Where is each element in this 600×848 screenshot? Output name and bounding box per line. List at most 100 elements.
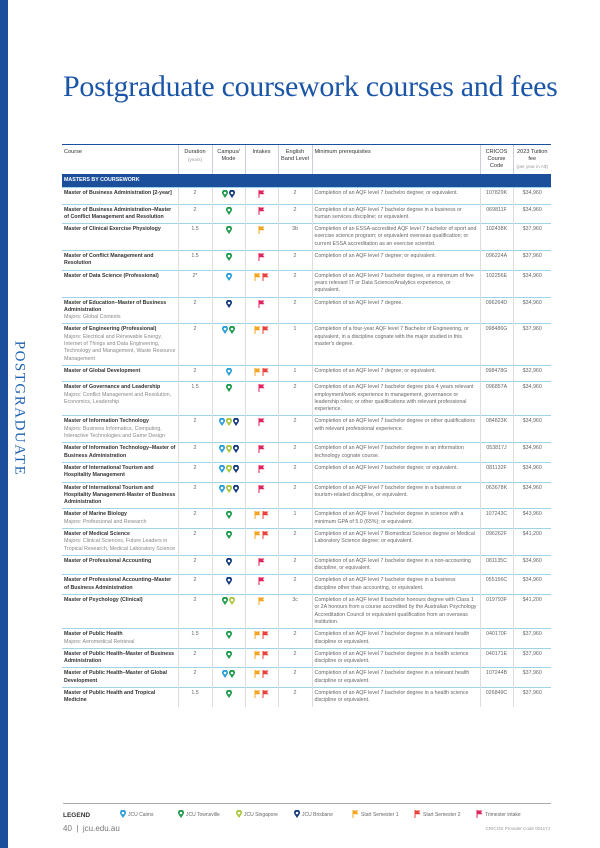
- prereq-cell: Completion of an AQF level 7 degree; or …: [311, 250, 480, 271]
- course-cell: Master of Professional Accounting–Master…: [62, 574, 178, 595]
- prereq-cell: Completion of an AQF level 7 bachelor de…: [311, 481, 480, 509]
- townsville-campus-pin-icon: [225, 383, 232, 395]
- duration: 1.5: [191, 226, 199, 233]
- cricos-code: 107244B: [485, 670, 508, 677]
- s2-intake-flag-icon: [262, 530, 269, 542]
- course-cell: Master of Public Health–Master of Busine…: [62, 647, 178, 668]
- cricos-code: 069811F: [486, 206, 507, 213]
- course-name: Master of International Tourism and Hosp…: [64, 484, 176, 506]
- s2-intake-flag-icon: [262, 367, 269, 379]
- english-cell: 2: [277, 481, 312, 509]
- tri-intake-flag-icon: [258, 299, 265, 311]
- cairns-campus-pin-icon: [218, 484, 225, 496]
- cricos-cell: 063678K: [479, 481, 513, 509]
- page-footer: 40 | jcu.edu.au: [63, 824, 120, 833]
- legend-item-tri: Trimester intake: [475, 810, 537, 820]
- cricos-cell: 053817J: [479, 442, 513, 463]
- intakes-cell: [244, 481, 278, 509]
- fee-cell: $34,960: [512, 415, 551, 443]
- section-side-label: POSTGRADUATE: [11, 340, 28, 477]
- duration-cell: 2: [177, 461, 212, 482]
- english-band: 2: [293, 631, 297, 638]
- tuition-fee: $34,960: [522, 299, 542, 306]
- course-cell: Master of Global Development: [62, 364, 178, 382]
- header-fee: 2023 Tuition fee (per year in A$): [512, 144, 551, 174]
- english-cell: 2: [277, 628, 312, 649]
- tri-intake-flag-icon: [258, 190, 265, 201]
- duration: 2: [193, 206, 197, 213]
- legend-label: Start Semester 2: [423, 812, 461, 818]
- prerequisites: Completion of an AQF level 7 bachelor de…: [314, 557, 471, 572]
- course-cell: Master of Governance and Leadership Major…: [62, 381, 178, 416]
- header-english: English Band Level: [277, 144, 312, 174]
- prereq-cell: Completion of an AQF level 7 bachelor de…: [311, 574, 480, 595]
- campus-cell: [211, 250, 245, 271]
- cricos-code: 107829K: [485, 190, 508, 197]
- singapore-campus-pin-icon: [225, 464, 232, 476]
- intakes-cell: [244, 323, 278, 366]
- intakes-cell: [244, 250, 278, 271]
- course-name: Master of Marine Biology: [64, 511, 127, 518]
- site-link[interactable]: jcu.edu.au: [82, 824, 120, 833]
- english-band: 2: [293, 445, 297, 452]
- course-cell: Master of Psychology (Clinical): [62, 594, 178, 629]
- prereq-cell: Completion of an AQF level 7 bachelor de…: [311, 415, 480, 443]
- table-row: Master of Public Health and Tropical Med…: [62, 687, 551, 707]
- intakes-cell: [244, 527, 278, 556]
- prerequisites: Completion of an AQF level 7 Biomedical …: [314, 530, 475, 545]
- course-majors: Majors: Aeromedical Retrieval: [64, 638, 135, 645]
- header-intakes: Intakes: [244, 144, 278, 174]
- cairns-campus-pin-icon: [218, 464, 225, 476]
- duration-cell: 2: [177, 364, 212, 382]
- cricos-code: 096857A: [485, 384, 508, 391]
- duration: 2: [193, 484, 197, 491]
- tuition-fee: $34,960: [522, 484, 542, 491]
- course-name: Master of Engineering (Professional): [64, 326, 157, 333]
- intakes-cell: [244, 187, 278, 205]
- cricos-cell: 102438K: [479, 223, 513, 251]
- cairns-campus-pin-icon: [119, 809, 126, 820]
- fee-cell: $37,960: [512, 647, 551, 668]
- tri-intake-flag-icon: [258, 464, 265, 476]
- singapore-campus-pin-icon: [229, 596, 235, 608]
- course-cell: Master of Education–Master of Business A…: [62, 296, 178, 324]
- duration-cell: 2: [177, 554, 212, 575]
- page-title: Postgraduate coursework courses and fees: [63, 70, 558, 103]
- course-name: Master of Public Health–Master of Busine…: [64, 650, 175, 665]
- english-band: 2: [293, 190, 297, 197]
- duration: 2: [193, 418, 197, 425]
- course-name: Master of Public Health–Master of Global…: [64, 670, 168, 684]
- legend-item-s1: Start Semester 1: [351, 810, 413, 820]
- cairns-campus-pin-icon: [218, 418, 225, 429]
- duration-cell: 2: [177, 647, 212, 668]
- campus-cell: [211, 687, 245, 707]
- fee-cell: $34,960: [512, 381, 551, 416]
- prereq-cell: Completion of an AQF level 7 bachelor de…: [311, 203, 480, 224]
- table-row: Master of Global Development 2 1 Completion…: [62, 364, 551, 382]
- legend: LEGEND JCU Cairns JCU Townsville JCU Singa…: [63, 803, 551, 820]
- townsville-campus-pin-icon: [229, 326, 235, 337]
- tuition-fee: $37,960: [522, 670, 542, 677]
- tuition-fee: $37,960: [522, 226, 542, 233]
- table-row: Master of Professional Accounting–Master…: [62, 574, 551, 595]
- s2-intake-flag-icon: [262, 670, 269, 681]
- cricos-cell: 084823K: [479, 415, 513, 443]
- course-cell: Master of Public Health Majors: Aeromedic…: [62, 628, 178, 649]
- campus-cell: [211, 481, 245, 509]
- course-cell: Master of Marine Biology Majors: Professi…: [62, 508, 178, 529]
- fee-cell: $37,960: [512, 223, 551, 251]
- fee-cell: $34,960: [512, 296, 551, 324]
- prerequisites: Completion of an AQF level 7 bachelor de…: [314, 206, 462, 220]
- tuition-fee: $37,960: [522, 326, 542, 333]
- duration-cell: 2: [177, 667, 212, 688]
- prerequisites: Completion of a four-year AQF level 7 Ba…: [314, 326, 469, 348]
- prerequisites: Completion of an AQF level 7 degree.: [314, 299, 403, 306]
- duration: 1.5: [191, 253, 199, 260]
- prerequisites: Completion of an AQF level 7 bachelor de…: [314, 445, 464, 459]
- english-cell: 2: [277, 442, 312, 463]
- townsville-campus-pin-icon: [225, 530, 232, 542]
- s2-intake-flag-icon: [262, 650, 269, 662]
- english-band: 1: [293, 367, 297, 374]
- table-header-row: Course Duration (years) Campus/ Mode Inta…: [62, 144, 551, 174]
- s1-intake-flag-icon: [352, 810, 359, 820]
